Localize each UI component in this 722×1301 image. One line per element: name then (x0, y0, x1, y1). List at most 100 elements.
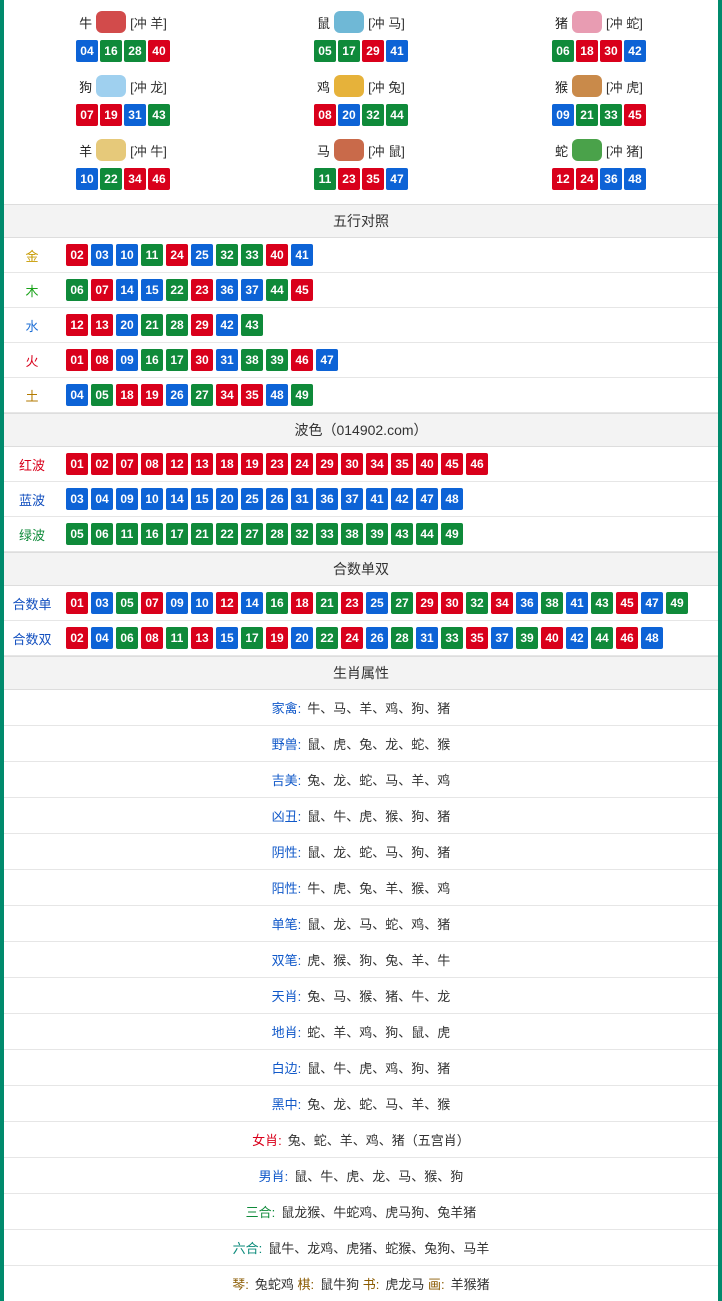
number-ball: 19 (266, 627, 288, 649)
attr-row: 阳性:牛、虎、兔、羊、猴、鸡 (4, 870, 718, 906)
section-title-bose: 波色（014902.com） (4, 413, 718, 447)
attr-footer-key: 棋: (298, 1277, 315, 1292)
zodiac-name: 蛇 (555, 141, 568, 160)
number-ball: 11 (166, 627, 188, 649)
number-ball: 45 (291, 279, 313, 301)
attr-footer-value: 虎龙马 (385, 1277, 428, 1292)
number-ball: 35 (241, 384, 263, 406)
number-ball: 43 (148, 104, 170, 126)
number-ball: 18 (116, 384, 138, 406)
bose-row-balls: 05061116172122272832333839434449 (60, 523, 718, 545)
number-ball: 12 (66, 314, 88, 336)
number-ball: 42 (566, 627, 588, 649)
number-ball: 10 (141, 488, 163, 510)
zodiac-cell: 狗[冲 龙]07193143 (4, 68, 242, 132)
number-ball: 35 (362, 168, 384, 190)
heshu-row: 合数单0103050709101214161821232527293032343… (4, 586, 718, 621)
zodiac-balls: 05172941 (242, 40, 480, 62)
zodiac-header: 牛[冲 羊] (4, 8, 242, 36)
bose-row-label: 蓝波 (4, 490, 60, 509)
number-ball: 24 (291, 453, 313, 475)
number-ball: 13 (91, 314, 113, 336)
number-ball: 06 (116, 627, 138, 649)
number-ball: 49 (441, 523, 463, 545)
number-ball: 47 (416, 488, 438, 510)
number-ball: 31 (216, 349, 238, 371)
zodiac-cell: 猪[冲 蛇] 06183042 (480, 4, 718, 68)
number-ball: 44 (386, 104, 408, 126)
attr-row: 单笔:鼠、龙、马、蛇、鸡、猪 (4, 906, 718, 942)
attr-footer-key: 书: (363, 1277, 380, 1292)
number-ball: 08 (91, 349, 113, 371)
number-ball: 22 (216, 523, 238, 545)
number-ball: 31 (416, 627, 438, 649)
wuxing-row: 火0108091617303138394647 (4, 343, 718, 378)
zodiac-name: 猴 (555, 77, 568, 96)
number-ball: 43 (391, 523, 413, 545)
attr-key: 天肖: (272, 989, 302, 1004)
number-ball: 06 (66, 279, 88, 301)
number-ball: 22 (316, 627, 338, 649)
zodiac-clash: [冲 羊] (130, 13, 167, 32)
number-ball: 46 (616, 627, 638, 649)
number-ball: 29 (416, 592, 438, 614)
number-ball: 04 (91, 627, 113, 649)
number-ball: 11 (141, 244, 163, 266)
number-ball: 37 (341, 488, 363, 510)
number-ball: 48 (624, 168, 646, 190)
number-ball: 43 (241, 314, 263, 336)
number-ball: 18 (216, 453, 238, 475)
wuxing-row-label: 金 (4, 246, 60, 265)
number-ball: 11 (116, 523, 138, 545)
number-ball: 15 (141, 279, 163, 301)
zodiac-clash: [冲 马] (368, 13, 405, 32)
attrs-table: 家禽:牛、马、羊、鸡、狗、猪野兽:鼠、虎、兔、龙、蛇、猴吉美:兔、龙、蛇、马、羊… (4, 690, 718, 1266)
wuxing-row-balls: 1213202128294243 (60, 314, 718, 336)
wuxing-row: 水1213202128294243 (4, 308, 718, 343)
number-ball: 22 (100, 168, 122, 190)
attr-value: 鼠、牛、虎、鸡、狗、猪 (307, 1061, 450, 1076)
number-ball: 26 (166, 384, 188, 406)
attr-value: 牛、马、羊、鸡、狗、猪 (307, 701, 450, 716)
attr-row: 凶丑:鼠、牛、虎、猴、狗、猪 (4, 798, 718, 834)
zodiac-balls: 12243648 (480, 168, 718, 190)
number-ball: 23 (338, 168, 360, 190)
number-ball: 38 (541, 592, 563, 614)
number-ball: 22 (166, 279, 188, 301)
number-ball: 16 (141, 523, 163, 545)
number-ball: 25 (191, 244, 213, 266)
bose-row: 绿波05061116172122272832333839434449 (4, 517, 718, 552)
number-ball: 40 (416, 453, 438, 475)
number-ball: 19 (100, 104, 122, 126)
attr-row: 野兽:鼠、虎、兔、龙、蛇、猴 (4, 726, 718, 762)
attr-key: 三合: (246, 1205, 276, 1220)
attr-row: 男肖:鼠、牛、虎、龙、马、猴、狗 (4, 1158, 718, 1194)
zodiac-header: 鸡[冲 兔] (242, 72, 480, 100)
number-ball: 13 (191, 627, 213, 649)
number-ball: 49 (291, 384, 313, 406)
number-ball: 47 (386, 168, 408, 190)
number-ball: 24 (576, 168, 598, 190)
page-frame: 牛[冲 羊]04162840鼠[冲 马]05172941猪[冲 蛇]061830… (0, 0, 722, 1301)
attr-row: 家禽:牛、马、羊、鸡、狗、猪 (4, 690, 718, 726)
number-ball: 40 (266, 244, 288, 266)
number-ball: 23 (341, 592, 363, 614)
attr-value: 虎、猴、狗、兔、羊、牛 (307, 953, 450, 968)
bose-row-label: 红波 (4, 455, 60, 474)
zodiac-header: 猪[冲 蛇] (480, 8, 718, 36)
attr-row: 三合:鼠龙猴、牛蛇鸡、虎马狗、兔羊猪 (4, 1194, 718, 1230)
number-ball: 12 (552, 168, 574, 190)
number-ball: 33 (241, 244, 263, 266)
attr-key: 阳性: (272, 881, 302, 896)
attr-key: 阴性: (272, 845, 302, 860)
number-ball: 03 (66, 488, 88, 510)
bose-row-balls: 0102070812131819232429303435404546 (60, 453, 718, 475)
number-ball: 21 (316, 592, 338, 614)
number-ball: 10 (76, 168, 98, 190)
heshu-row: 合数双0204060811131517192022242628313335373… (4, 621, 718, 656)
number-ball: 27 (191, 384, 213, 406)
bose-row-label: 绿波 (4, 525, 60, 544)
number-ball: 25 (366, 592, 388, 614)
number-ball: 14 (241, 592, 263, 614)
zodiac-balls: 06183042 (480, 40, 718, 62)
